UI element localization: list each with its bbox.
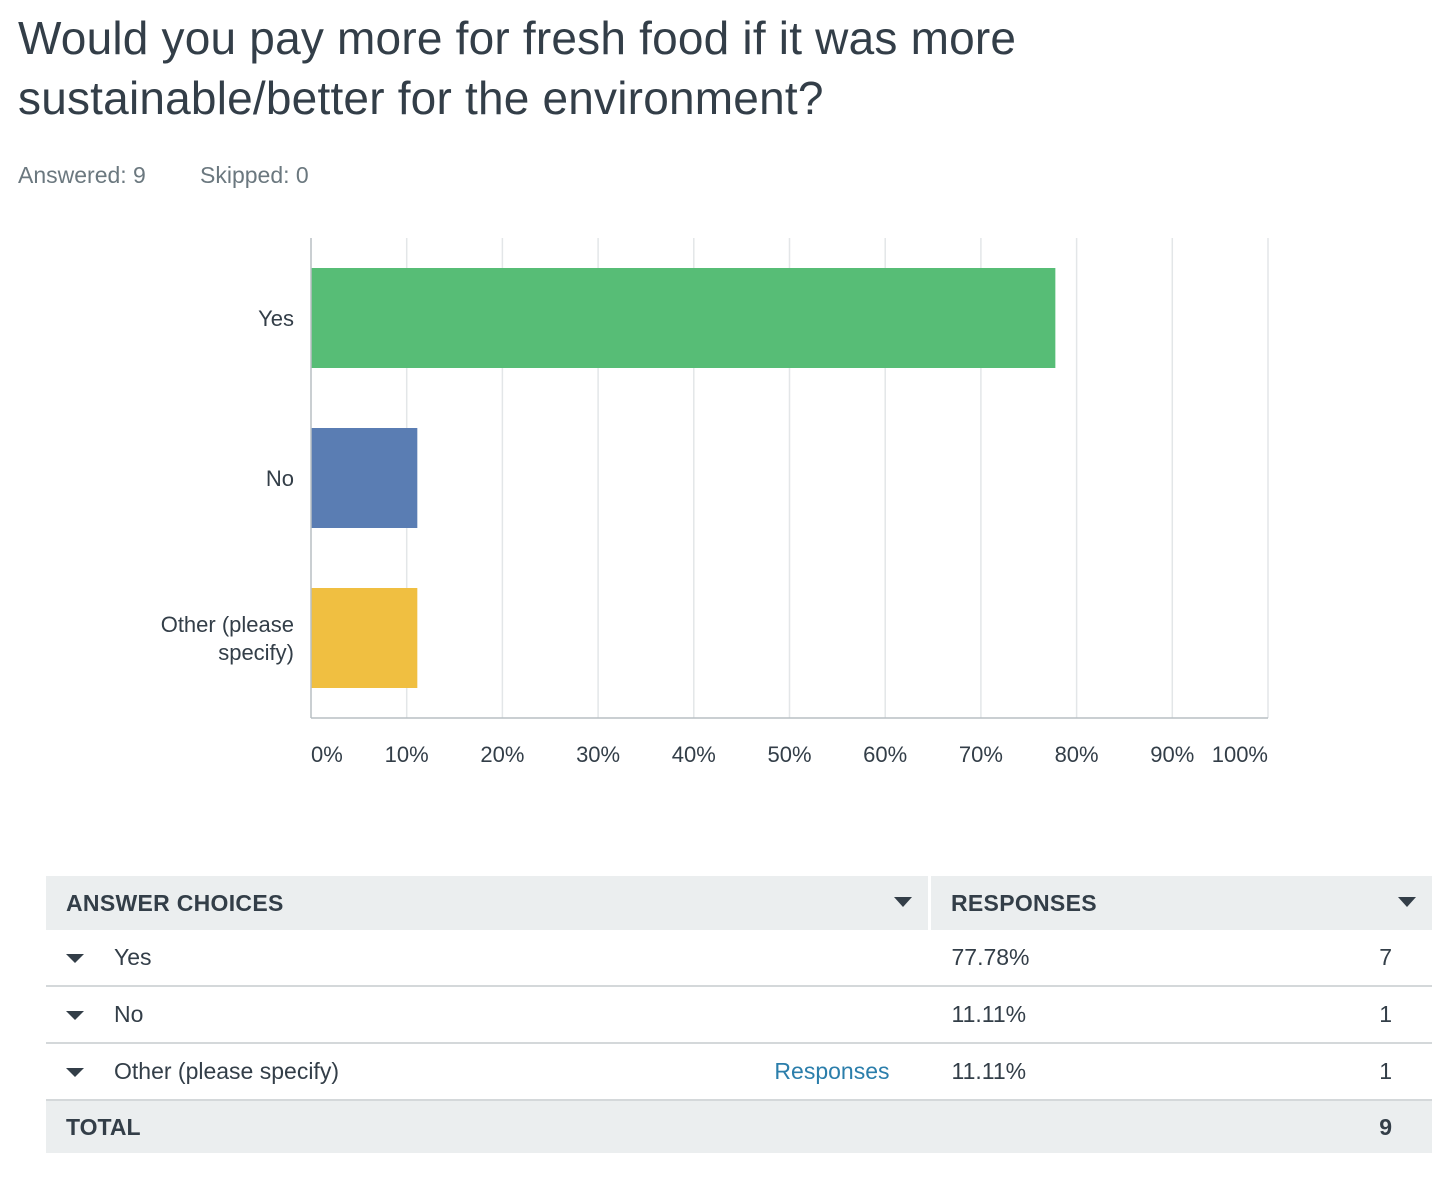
- bar: [311, 588, 418, 688]
- table-header-row: ANSWER CHOICES RESPONSES: [46, 876, 1432, 930]
- bar: [311, 428, 418, 528]
- sort-choices-caret-icon[interactable]: [894, 897, 912, 907]
- choice-label: Yes: [114, 944, 152, 970]
- choice-label: No: [114, 1001, 144, 1027]
- total-spacer: [929, 1100, 1243, 1153]
- choice-cell: Yes: [46, 930, 930, 987]
- x-tick-label: 0%: [311, 742, 343, 767]
- responses-link[interactable]: Responses: [774, 1058, 890, 1084]
- expand-caret-icon[interactable]: [66, 1068, 84, 1078]
- category-label: No: [266, 466, 294, 491]
- answer-choices-header-label: ANSWER CHOICES: [66, 889, 284, 916]
- choice-cell: Other (please specify) Responses: [46, 1043, 930, 1101]
- expand-caret-icon[interactable]: [66, 1011, 84, 1021]
- answer-choices-header[interactable]: ANSWER CHOICES: [46, 876, 931, 930]
- choice-cell: No: [46, 986, 930, 1044]
- response-percent: 77.78%: [929, 930, 1243, 987]
- response-percent: 11.11%: [929, 986, 1243, 1044]
- category-label: Other (please specify): [161, 612, 294, 665]
- response-percent: 11.11%: [929, 1043, 1243, 1101]
- x-tick-label: 30%: [576, 742, 620, 767]
- skipped-count: Skipped: 0: [200, 162, 309, 188]
- x-tick-label: 10%: [385, 742, 429, 767]
- total-count: 9: [1242, 1100, 1432, 1153]
- x-tick-label: 40%: [672, 742, 716, 767]
- answered-count: Answered: 9: [18, 162, 146, 188]
- sort-responses-caret-icon[interactable]: [1398, 897, 1416, 907]
- x-tick-label: 80%: [1055, 742, 1099, 767]
- expand-caret-icon[interactable]: [66, 954, 84, 964]
- category-label: Yes: [258, 306, 294, 331]
- total-row: TOTAL 9: [46, 1100, 1432, 1153]
- x-tick-label: 60%: [863, 742, 907, 767]
- bar-chart: Yes No Other (please specify) 0% 10% 20% 30% 40%…: [161, 238, 1269, 767]
- table-row: No 11.11% 1: [46, 986, 1432, 1044]
- table-row: Other (please specify) Responses 11.11% …: [46, 1043, 1432, 1101]
- x-tick-label: 70%: [959, 742, 1003, 767]
- x-tick-label: 100%: [1212, 742, 1268, 767]
- responses-header[interactable]: RESPONSES: [929, 876, 1432, 930]
- x-tick-label: 50%: [767, 742, 811, 767]
- x-tick-label: 20%: [480, 742, 524, 767]
- choice-label: Other (please specify): [114, 1058, 339, 1084]
- bar: [311, 268, 1056, 368]
- question-title: Would you pay more for fresh food if it …: [18, 12, 1017, 124]
- response-count: 1: [1242, 986, 1432, 1044]
- table-row: Yes 77.78% 7: [46, 930, 1432, 987]
- x-tick-label: 90%: [1150, 742, 1194, 767]
- response-count: 7: [1242, 930, 1432, 987]
- total-label: TOTAL: [46, 1100, 930, 1153]
- responses-header-label: RESPONSES: [951, 889, 1097, 916]
- response-count: 1: [1242, 1043, 1432, 1101]
- summary-table: ANSWER CHOICES RESPONSES Yes 77.78% 7 No…: [46, 876, 1432, 1153]
